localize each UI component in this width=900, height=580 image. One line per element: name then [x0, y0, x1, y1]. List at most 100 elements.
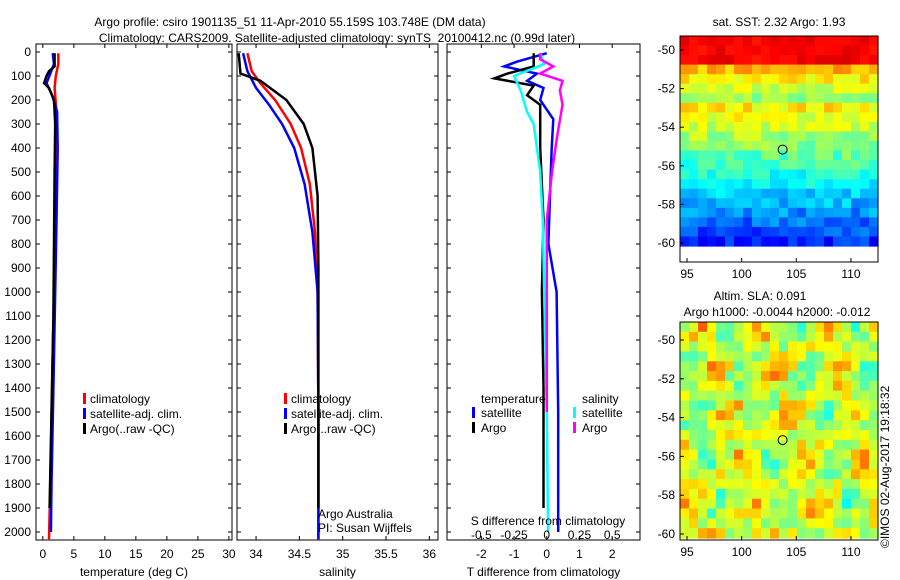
map-cell: [752, 371, 762, 382]
map-cell: [698, 341, 708, 352]
map-cell: [851, 236, 861, 247]
map-cell: [743, 351, 753, 362]
map-cell: [752, 160, 762, 171]
map-cell: [752, 236, 762, 247]
map-cell: [797, 93, 807, 104]
map-cell: [842, 141, 852, 152]
map-cell: [680, 410, 690, 421]
map-cell: [833, 410, 843, 421]
map-cell: [761, 479, 771, 490]
map-cell: [842, 488, 852, 500]
s-tick-label: -0.25: [500, 528, 528, 542]
map-cell: [860, 236, 870, 247]
map-cell: [716, 508, 726, 519]
map-cell: [860, 498, 870, 510]
map-cell: [815, 188, 825, 199]
map-cell: [833, 150, 843, 161]
map-cell: [833, 226, 843, 237]
map-cell: [779, 150, 789, 161]
legend-title: salinity: [582, 392, 619, 406]
map-cell: [815, 390, 825, 402]
map-cell: [707, 508, 717, 519]
map-cell: [752, 102, 762, 113]
map-cell: [806, 179, 816, 190]
map-y-tick-label: -60: [658, 236, 676, 250]
map-cell: [824, 36, 834, 47]
map-cell: [824, 469, 834, 480]
map-cell: [707, 371, 717, 382]
map-cell: [833, 439, 843, 451]
map-cell: [752, 93, 762, 104]
map-cell: [734, 469, 744, 480]
map-cell: [806, 226, 816, 237]
map-cell: [788, 83, 798, 94]
legend-swatch: [573, 422, 576, 433]
map-cell: [698, 36, 708, 47]
map-cell: [707, 400, 717, 411]
map-cell: [743, 390, 753, 402]
map-cell: [815, 518, 825, 529]
legend-swatch: [573, 407, 576, 418]
map-cell: [806, 74, 816, 85]
map-cell: [716, 331, 726, 343]
map-cell: [833, 121, 843, 132]
map-cell: [707, 479, 717, 490]
map-cell: [788, 236, 798, 247]
map-cell: [851, 469, 861, 480]
map-cell: [815, 169, 825, 180]
map-cell: [860, 390, 870, 402]
map-cell: [842, 236, 852, 247]
map-cell: [770, 83, 780, 94]
map-cell: [851, 351, 861, 362]
map-cell: [869, 226, 879, 237]
map-cell: [824, 361, 834, 372]
map-cell: [779, 488, 789, 500]
map-cell: [779, 198, 789, 209]
map-cell: [743, 83, 753, 94]
map-cell: [743, 400, 753, 411]
map-cell: [797, 361, 807, 372]
map-cell: [689, 121, 699, 132]
map-cell: [707, 410, 717, 421]
x-tick-label: 34.5: [288, 547, 312, 561]
map-cell: [815, 141, 825, 152]
map-cell: [860, 36, 870, 47]
map-cell: [707, 121, 717, 132]
map-cell: [707, 498, 717, 510]
map-cell: [680, 169, 690, 180]
map-cell: [707, 331, 717, 343]
map-cell: [797, 498, 807, 510]
map-cell: [860, 131, 870, 142]
map-cell: [815, 74, 825, 85]
map-cell: [833, 112, 843, 123]
legend-swatch: [284, 408, 287, 419]
map-cell: [860, 371, 870, 382]
map-cell: [869, 169, 879, 180]
map-cell: [743, 508, 753, 519]
map-cell: [680, 488, 690, 500]
map-cell: [860, 400, 870, 411]
map-cell: [716, 420, 726, 431]
map-sst: [680, 36, 879, 247]
map-cell: [824, 169, 834, 180]
profile-line-satellite-adj-clim-: [45, 53, 59, 533]
map-cell: [725, 236, 735, 247]
map-cell: [797, 102, 807, 113]
legend-label: satellite-adj. clim.: [291, 407, 383, 421]
map-cell: [698, 322, 708, 333]
map-cell: [743, 331, 753, 343]
map-cell: [788, 420, 798, 431]
map-cell: [788, 121, 798, 132]
title-line-1: Argo profile: csiro 1901135_51 11-Apr-20…: [94, 15, 485, 29]
map-cell: [680, 361, 690, 372]
legend-label: Argo: [481, 421, 507, 435]
depth-tick-label: 300: [11, 117, 31, 131]
map-cell: [869, 498, 879, 510]
map-cell: [716, 150, 726, 161]
map-cell: [842, 64, 852, 75]
map-y-tick-label: -52: [658, 372, 676, 386]
map-cell: [689, 198, 699, 209]
map-cell: [779, 160, 789, 171]
map-cell: [788, 469, 798, 480]
map-cell: [851, 131, 861, 142]
